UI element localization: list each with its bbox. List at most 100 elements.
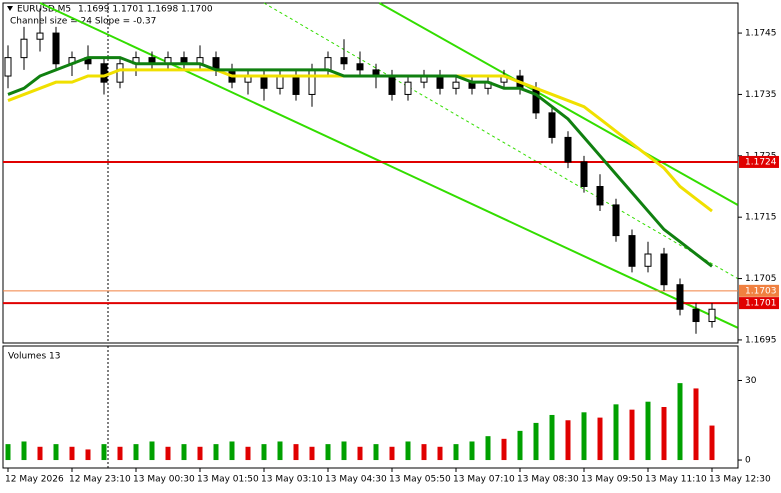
candle-body xyxy=(116,63,124,83)
y-tick-label: 1.1705 xyxy=(745,274,777,284)
symbol: EURUSD,M5 xyxy=(17,5,71,15)
volume-bar xyxy=(69,446,75,461)
volume-bar xyxy=(501,438,507,461)
volume-title: Volumes 13 xyxy=(8,352,60,362)
candle-body xyxy=(548,112,556,138)
volume-bar xyxy=(613,404,619,461)
volume-bar xyxy=(277,441,283,461)
x-tick-label: 13 May 00:30 xyxy=(133,475,195,485)
x-tick-label: 13 May 11:10 xyxy=(645,475,707,485)
ohlc: 1.1699 1.1701 1.1698 1.1700 xyxy=(78,5,213,15)
x-tick-label: 12 May 2026 xyxy=(5,475,64,485)
y-tick-label: 30 xyxy=(745,376,757,386)
x-tick-label: 13 May 07:10 xyxy=(453,475,515,485)
x-tick-label: 13 May 03:10 xyxy=(261,475,323,485)
volume-bar xyxy=(453,444,459,461)
volume-bar xyxy=(149,441,155,461)
volume-bar xyxy=(181,444,187,461)
volume-bar xyxy=(661,407,667,461)
x-tick-label: 13 May 04:30 xyxy=(325,475,387,485)
level-label: 1.1701 xyxy=(745,299,777,309)
volume-bar xyxy=(293,444,299,461)
volume-bar xyxy=(85,449,91,461)
volume-bar xyxy=(213,444,219,461)
candle-body xyxy=(276,75,284,89)
volume-bar xyxy=(405,441,411,461)
volume-bar xyxy=(229,441,235,461)
candle-body xyxy=(36,32,44,40)
x-tick-label: 12 May 23:10 xyxy=(69,475,131,485)
x-tick-label: 13 May 08:30 xyxy=(517,475,579,485)
candle-body xyxy=(676,284,684,310)
candle-body xyxy=(692,308,700,323)
candle-body xyxy=(644,253,652,267)
candle-body xyxy=(4,57,12,77)
volume-bar xyxy=(341,441,347,461)
x-tick-label: 13 May 05:50 xyxy=(389,475,451,485)
volume-bar xyxy=(373,444,379,461)
candle-body xyxy=(388,75,396,95)
annotation: Channel size = 24 Slope = -0.37 xyxy=(10,17,156,27)
candle-body xyxy=(292,75,300,95)
candle-body xyxy=(564,136,572,163)
trendline xyxy=(263,2,738,279)
y-tick-label: 1.1735 xyxy=(745,90,777,100)
volume-bar xyxy=(5,444,11,461)
volume-bar xyxy=(629,409,635,461)
trendline xyxy=(378,2,739,206)
volume-bar xyxy=(437,446,443,461)
level-label: 1.1703 xyxy=(745,286,777,296)
x-tick-label: 13 May 12:30 xyxy=(709,475,771,485)
candle-body xyxy=(532,87,540,114)
moving-average xyxy=(7,56,713,268)
x-tick-label: 13 May 01:50 xyxy=(197,475,259,485)
candle-body xyxy=(660,253,668,286)
volume-bar xyxy=(549,414,555,461)
candle-body xyxy=(260,75,268,89)
volume-bar xyxy=(117,446,123,461)
volume-bar xyxy=(261,444,267,461)
y-tick-label: 1.1695 xyxy=(745,335,777,345)
volume-bar xyxy=(197,446,203,461)
candle-body xyxy=(340,57,348,65)
volume-bar xyxy=(53,444,59,461)
volume-bar xyxy=(597,417,603,461)
candle-body xyxy=(580,161,588,188)
candle-body xyxy=(628,235,636,267)
volume-bar xyxy=(517,430,523,461)
volume-bar xyxy=(565,420,571,461)
candle-body xyxy=(52,32,60,65)
candle-body xyxy=(356,63,364,71)
volume-bar xyxy=(37,446,43,461)
level-label: 1.1724 xyxy=(745,157,777,167)
volume-panel xyxy=(2,345,739,469)
level-box xyxy=(739,155,779,168)
volume-bar xyxy=(469,441,475,461)
price-panel xyxy=(2,2,739,344)
volume-bar xyxy=(677,383,683,461)
volume-bar xyxy=(325,444,331,461)
volume-bar xyxy=(133,444,139,461)
candle-body xyxy=(436,75,444,89)
y-tick-label: 1.1745 xyxy=(745,29,777,39)
volume-bar xyxy=(421,444,427,461)
menu-arrow xyxy=(7,6,13,11)
y-tick-label: 0 xyxy=(745,456,751,466)
x-tick-label: 13 May 09:50 xyxy=(581,475,643,485)
volume-bar xyxy=(101,444,107,461)
candle-body xyxy=(596,186,604,206)
candle-body xyxy=(612,204,620,237)
level-box xyxy=(739,297,779,310)
volume-bar xyxy=(485,436,491,461)
volume-bar xyxy=(581,412,587,461)
volume-bar xyxy=(21,441,27,461)
candle-body xyxy=(324,57,332,71)
volume-bar xyxy=(693,388,699,461)
level-box xyxy=(739,284,779,297)
volume-bar xyxy=(709,425,715,461)
candle-body xyxy=(452,81,460,89)
volume-bar xyxy=(357,446,363,461)
candle-body xyxy=(404,81,412,95)
candle-body xyxy=(308,69,316,95)
